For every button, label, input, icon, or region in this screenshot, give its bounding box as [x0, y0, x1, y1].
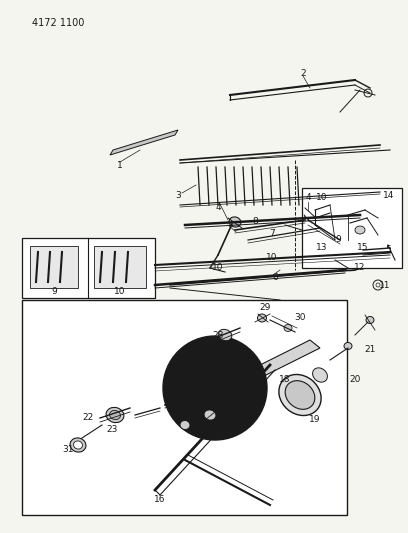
Text: 22: 22: [82, 414, 93, 423]
Bar: [22, 238, 155, 298]
Text: 29: 29: [259, 303, 271, 312]
Ellipse shape: [218, 329, 232, 341]
Text: 24: 24: [194, 421, 206, 430]
Text: 9: 9: [335, 236, 341, 245]
Text: 11: 11: [379, 280, 391, 289]
Text: 23: 23: [106, 425, 118, 434]
Text: 6: 6: [272, 273, 278, 282]
Ellipse shape: [284, 325, 292, 332]
Text: 30: 30: [294, 313, 306, 322]
Text: 27: 27: [179, 356, 191, 365]
Text: 5: 5: [385, 246, 391, 254]
Ellipse shape: [302, 208, 313, 217]
Text: 10: 10: [266, 254, 278, 262]
Text: 20: 20: [349, 376, 361, 384]
Text: 4: 4: [305, 193, 311, 203]
Ellipse shape: [285, 381, 315, 409]
Ellipse shape: [70, 438, 86, 452]
Ellipse shape: [355, 226, 365, 234]
Text: 2: 2: [300, 69, 306, 77]
Text: 13: 13: [316, 244, 328, 253]
Text: 18: 18: [279, 376, 291, 384]
Ellipse shape: [279, 375, 321, 416]
Polygon shape: [110, 130, 178, 155]
Text: 21: 21: [364, 345, 376, 354]
Circle shape: [177, 350, 253, 426]
Text: 12: 12: [354, 263, 366, 272]
Polygon shape: [250, 340, 320, 378]
Text: 9: 9: [51, 287, 57, 296]
Text: 19: 19: [309, 416, 321, 424]
Text: 15: 15: [357, 244, 369, 253]
Text: 28: 28: [212, 330, 224, 340]
Text: 25: 25: [216, 427, 228, 437]
Circle shape: [183, 346, 211, 374]
Ellipse shape: [344, 343, 352, 350]
Text: 4172 1100: 4172 1100: [32, 18, 84, 28]
Ellipse shape: [204, 410, 216, 420]
Ellipse shape: [340, 250, 360, 266]
Ellipse shape: [229, 217, 241, 227]
Bar: [30, 246, 78, 288]
Text: 10: 10: [114, 287, 126, 296]
Ellipse shape: [334, 246, 366, 271]
Circle shape: [163, 336, 267, 440]
Text: 10: 10: [316, 193, 328, 203]
Text: 17: 17: [239, 364, 251, 373]
Text: 25: 25: [244, 353, 256, 362]
Text: 16: 16: [154, 496, 166, 505]
Ellipse shape: [73, 441, 82, 449]
Bar: [302, 188, 402, 268]
Text: 25: 25: [174, 368, 186, 377]
Ellipse shape: [106, 407, 124, 423]
Text: 4: 4: [215, 203, 221, 212]
Bar: [94, 246, 146, 288]
Text: 7: 7: [269, 230, 275, 238]
Ellipse shape: [110, 410, 120, 419]
Ellipse shape: [366, 317, 374, 324]
Bar: [22, 300, 347, 515]
Text: 3: 3: [175, 190, 181, 199]
Ellipse shape: [257, 314, 266, 322]
Text: 8: 8: [252, 217, 258, 227]
Text: 26: 26: [254, 389, 266, 398]
Text: 31: 31: [62, 446, 74, 455]
Text: 1: 1: [117, 160, 123, 169]
Ellipse shape: [313, 368, 327, 382]
Text: 14: 14: [383, 190, 395, 199]
Text: 10: 10: [212, 263, 224, 272]
Ellipse shape: [180, 421, 190, 430]
